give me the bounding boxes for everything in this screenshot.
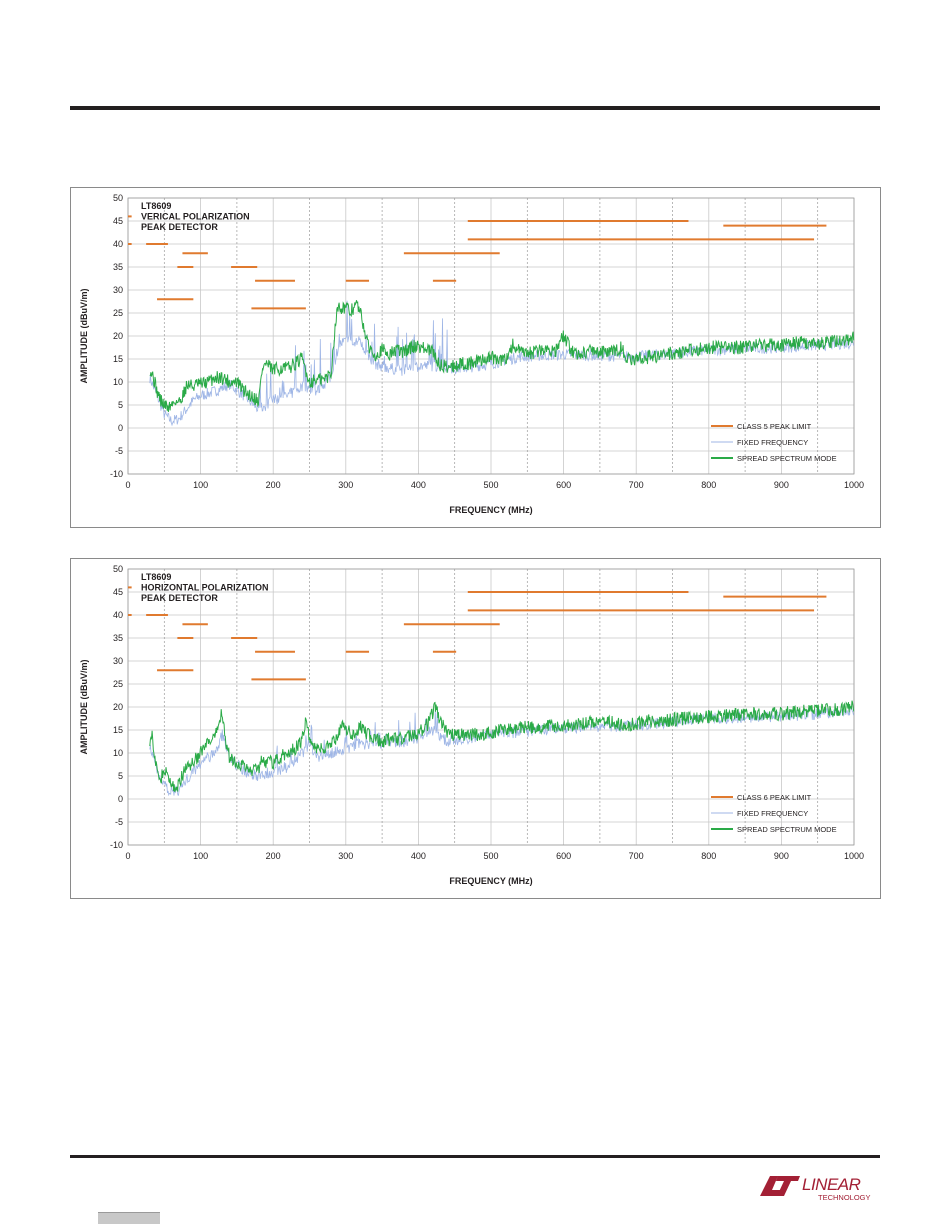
legend-label: CLASS 5 PEAK LIMIT xyxy=(737,422,812,431)
page-number-tab xyxy=(98,1212,160,1224)
x-axis-label: FREQUENCY (MHz) xyxy=(449,876,532,886)
y-tick-label: 5 xyxy=(118,771,123,781)
y-tick-label: 0 xyxy=(118,794,123,804)
y-tick-label: 0 xyxy=(118,423,123,433)
y-tick-label: -5 xyxy=(115,446,123,456)
series-spread-spectrum xyxy=(149,300,855,413)
x-tick-label: 600 xyxy=(556,851,571,861)
chart-title-line: LT8609 xyxy=(141,572,171,582)
logo-wordmark: LINEAR xyxy=(802,1175,861,1194)
x-tick-label: 300 xyxy=(338,851,353,861)
x-tick-label: 500 xyxy=(483,480,498,490)
x-tick-label: 1000 xyxy=(844,480,864,490)
y-axis-label: AMPLITUDE (dBuV/m) xyxy=(79,660,89,755)
x-tick-label: 100 xyxy=(193,480,208,490)
y-tick-label: 5 xyxy=(118,400,123,410)
x-tick-label: 800 xyxy=(701,851,716,861)
logo-subtext: TECHNOLOGY xyxy=(818,1193,871,1202)
footer-rule xyxy=(70,1155,880,1158)
y-tick-label: 50 xyxy=(113,564,123,574)
x-tick-label: 500 xyxy=(483,851,498,861)
y-axis-label: AMPLITUDE (dBuV/m) xyxy=(79,289,89,384)
y-tick-label: 45 xyxy=(113,216,123,226)
legend-label: CLASS 6 PEAK LIMIT xyxy=(737,793,812,802)
series-spread-spectrum xyxy=(149,700,855,793)
chart-title-line: PEAK DETECTOR xyxy=(141,222,218,232)
plot-border xyxy=(127,568,855,846)
lt-mark-icon xyxy=(760,1176,800,1196)
x-tick-label: 200 xyxy=(266,480,281,490)
y-tick-label: 35 xyxy=(113,633,123,643)
x-tick-label: 700 xyxy=(629,851,644,861)
y-tick-label: 50 xyxy=(113,193,123,203)
x-tick-label: 0 xyxy=(125,480,130,490)
y-tick-label: 15 xyxy=(113,725,123,735)
linear-technology-logo: LINEAR TECHNOLOGY xyxy=(760,1175,871,1202)
y-tick-label: 15 xyxy=(113,354,123,364)
y-tick-label: 40 xyxy=(113,610,123,620)
x-tick-label: 200 xyxy=(266,851,281,861)
y-tick-label: 40 xyxy=(113,239,123,249)
y-tick-label: -5 xyxy=(115,817,123,827)
x-tick-label: 400 xyxy=(411,851,426,861)
chart-vertical-polarization: 50 45 40 35 30 25 20 15 10 5 0 -5 -10 0 100 200 300 400 50… xyxy=(70,187,881,528)
x-tick-label: 700 xyxy=(629,480,644,490)
y-tick-label: 25 xyxy=(113,679,123,689)
x-tick-label: 900 xyxy=(774,851,789,861)
x-tick-label: 400 xyxy=(411,480,426,490)
x-tick-label: 900 xyxy=(774,480,789,490)
chart-title-line: LT8609 xyxy=(141,201,171,211)
legend-label: FIXED FREQUENCY xyxy=(737,438,808,447)
x-tick-label: 800 xyxy=(701,480,716,490)
y-tick-label: 10 xyxy=(113,377,123,387)
y-tick-label: 35 xyxy=(113,262,123,272)
y-tick-label: 20 xyxy=(113,331,123,341)
x-axis-label: FREQUENCY (MHz) xyxy=(449,505,532,515)
x-tick-label: 1000 xyxy=(844,851,864,861)
y-tick-label: 10 xyxy=(113,748,123,758)
chart-title-line: VERICAL POLARIZATION xyxy=(141,212,250,222)
x-tick-label: 600 xyxy=(556,480,571,490)
legend-label: FIXED FREQUENCY xyxy=(737,809,808,818)
y-tick-label: -10 xyxy=(110,469,123,479)
x-tick-label: 300 xyxy=(338,480,353,490)
chart-title-line: HORIZONTAL POLARIZATION xyxy=(141,583,269,593)
x-tick-label: 100 xyxy=(193,851,208,861)
legend-label: SPREAD SPECTRUM MODE xyxy=(737,825,837,834)
y-tick-label: 30 xyxy=(113,656,123,666)
plot-border xyxy=(127,197,855,475)
y-tick-label: 45 xyxy=(113,587,123,597)
legend-label: SPREAD SPECTRUM MODE xyxy=(737,454,837,463)
chart-horizontal-polarization: 50 45 40 35 30 25 20 15 10 5 0 -5 -10 0 100 200 300 400 50… xyxy=(70,558,881,899)
y-tick-label: 30 xyxy=(113,285,123,295)
chart-title-line: PEAK DETECTOR xyxy=(141,593,218,603)
header-rule xyxy=(70,106,880,110)
series-fixed-frequency xyxy=(149,705,854,797)
x-tick-label: 0 xyxy=(125,851,130,861)
y-tick-label: 20 xyxy=(113,702,123,712)
y-tick-label: -10 xyxy=(110,840,123,850)
y-tick-label: 25 xyxy=(113,308,123,318)
